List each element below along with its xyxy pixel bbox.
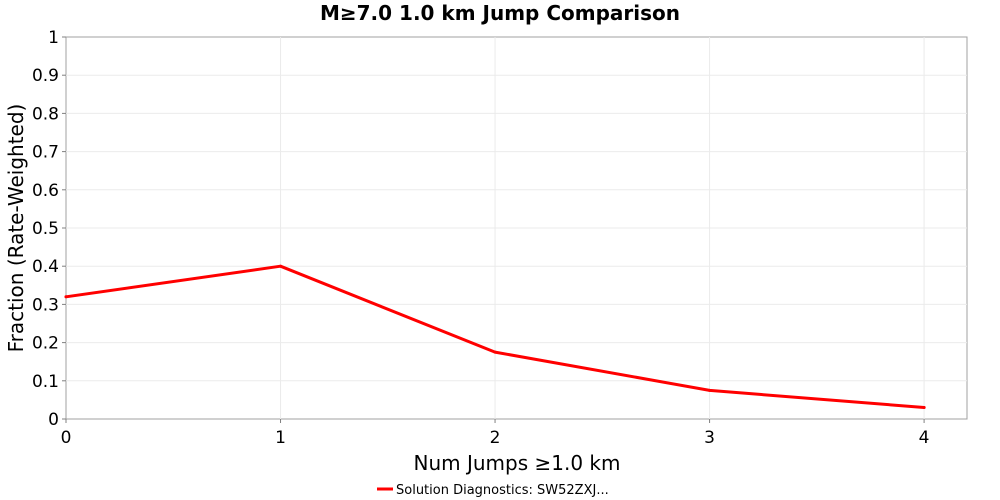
y-tick-label: 0.6: [32, 181, 59, 201]
legend-label: Solution Diagnostics: SW52ZXJ...: [396, 483, 609, 498]
grid: [66, 37, 967, 419]
y-axis-label: Fraction (Rate-Weighted): [4, 104, 28, 353]
axis-ticks: 0 0.1 0.2 0.3 0.4 0.5 0.6 0.7 0.8 0.9 1 0 1 2 3 4: [32, 28, 930, 448]
y-tick-label: 0.9: [32, 66, 59, 86]
data-point: [708, 388, 712, 392]
x-tick-label: 1: [275, 428, 286, 448]
x-tick-label: 4: [919, 428, 930, 448]
data-point: [493, 350, 497, 354]
y-tick-label: 1: [48, 28, 59, 48]
legend: Solution Diagnostics: SW52ZXJ...: [377, 483, 609, 498]
x-axis-label: Num Jumps ≥1.0 km: [414, 451, 621, 475]
y-tick-label: 0.1: [32, 372, 59, 392]
data-point: [922, 406, 926, 410]
y-tick-label: 0.5: [32, 219, 59, 239]
data-point: [279, 264, 283, 268]
x-tick-label: 3: [704, 428, 715, 448]
x-tick-label: 2: [490, 428, 501, 448]
y-tick-label: 0.8: [32, 104, 59, 124]
series-layer: [64, 264, 926, 410]
y-tick-label: 0.4: [32, 257, 59, 277]
y-tick-label: 0.7: [32, 143, 59, 163]
y-tick-label: 0.2: [32, 334, 59, 354]
data-point: [64, 295, 68, 299]
y-tick-label: 0: [48, 410, 59, 430]
y-tick-label: 0.3: [32, 295, 59, 315]
chart-title: M≥7.0 1.0 km Jump Comparison: [320, 1, 680, 25]
x-tick-label: 0: [61, 428, 72, 448]
